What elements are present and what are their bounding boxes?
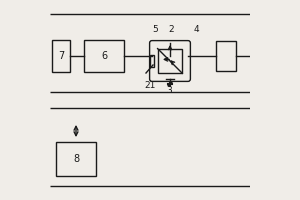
Text: 6: 6 [101,51,107,61]
Bar [150,55,154,66]
Text: 21: 21 [144,81,156,90]
Text: 8: 8 [73,154,79,164]
Bar [84,40,124,72]
Bar [158,49,182,73]
Text: 7: 7 [58,51,64,61]
Bar [52,40,70,72]
Text: 2: 2 [169,24,174,33]
Text: 3: 3 [167,86,172,95]
Text: 5: 5 [152,24,158,33]
Bar [56,142,96,176]
Text: 4: 4 [193,25,199,34]
Bar [216,41,236,71]
